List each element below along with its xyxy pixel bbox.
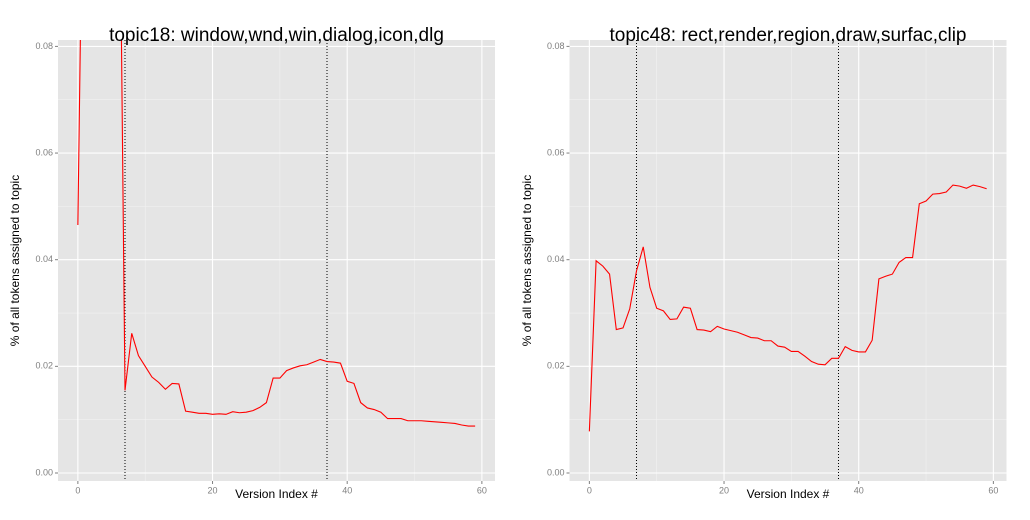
plot-area — [77, 40, 476, 481]
y-axis-title: % of all tokens assigned to topic — [8, 175, 22, 346]
y-tick-label: 0.00 — [35, 467, 53, 477]
chart-title: topic48: rect,render,region,draw,surfac,… — [610, 25, 967, 46]
y-tick-label: 0.02 — [547, 361, 565, 371]
y-tick-label: 0.06 — [35, 147, 53, 157]
plot-area — [588, 40, 987, 481]
x-tick-label: 60 — [988, 485, 998, 495]
y-tick-label: 0.02 — [35, 361, 53, 371]
y-tick-label: 0.04 — [35, 254, 53, 264]
x-tick-label: 40 — [342, 485, 352, 495]
y-axis-title: % of all tokens assigned to topic — [520, 175, 534, 346]
x-tick-label: 20 — [719, 485, 729, 495]
plot-panel — [569, 40, 1007, 481]
x-tick-label: 60 — [477, 485, 487, 495]
y-tick-label: 0.08 — [35, 41, 53, 51]
x-tick-label: 0 — [587, 485, 592, 495]
x-axis-title: Version Index # — [235, 487, 318, 501]
x-tick-label: 0 — [75, 485, 80, 495]
x-tick-label: 20 — [208, 485, 218, 495]
x-axis-title: Version Index # — [747, 487, 830, 501]
y-tick-label: 0.04 — [547, 254, 565, 264]
y-tick-label: 0.06 — [547, 147, 565, 157]
data-line — [588, 184, 987, 432]
chart-title: topic18: window,wnd,win,dialog,icon,dlg — [109, 25, 444, 46]
y-tick-label: 0.00 — [547, 467, 565, 477]
plot-panel — [58, 40, 495, 481]
y-tick-label: 0.08 — [547, 41, 565, 51]
data-line — [77, 40, 476, 427]
x-tick-label: 40 — [854, 485, 864, 495]
